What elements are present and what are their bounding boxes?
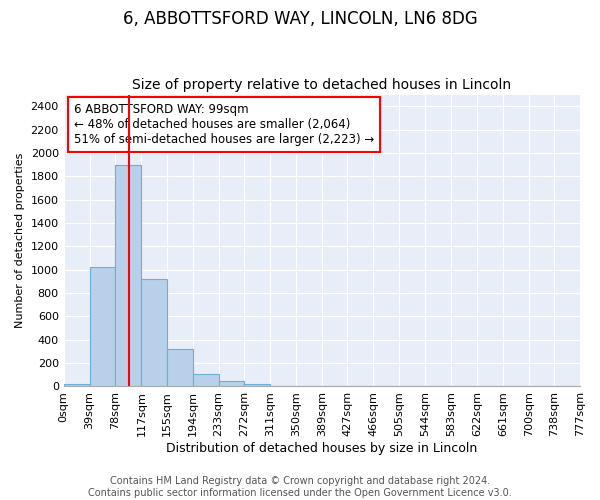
X-axis label: Distribution of detached houses by size in Lincoln: Distribution of detached houses by size … [166,442,478,455]
Title: Size of property relative to detached houses in Lincoln: Size of property relative to detached ho… [132,78,511,92]
Bar [193,374,218,386]
Bar [244,384,271,386]
Text: 6 ABBOTTSFORD WAY: 99sqm
← 48% of detached houses are smaller (2,064)
51% of sem: 6 ABBOTTSFORD WAY: 99sqm ← 48% of detach… [74,104,374,146]
Bar [115,164,142,386]
Bar [89,268,115,386]
Bar [218,380,244,386]
Text: Contains HM Land Registry data © Crown copyright and database right 2024.
Contai: Contains HM Land Registry data © Crown c… [88,476,512,498]
Bar [167,349,193,387]
Y-axis label: Number of detached properties: Number of detached properties [15,153,25,328]
Text: 6, ABBOTTSFORD WAY, LINCOLN, LN6 8DG: 6, ABBOTTSFORD WAY, LINCOLN, LN6 8DG [122,10,478,28]
Bar [64,384,89,386]
Bar [142,279,167,386]
